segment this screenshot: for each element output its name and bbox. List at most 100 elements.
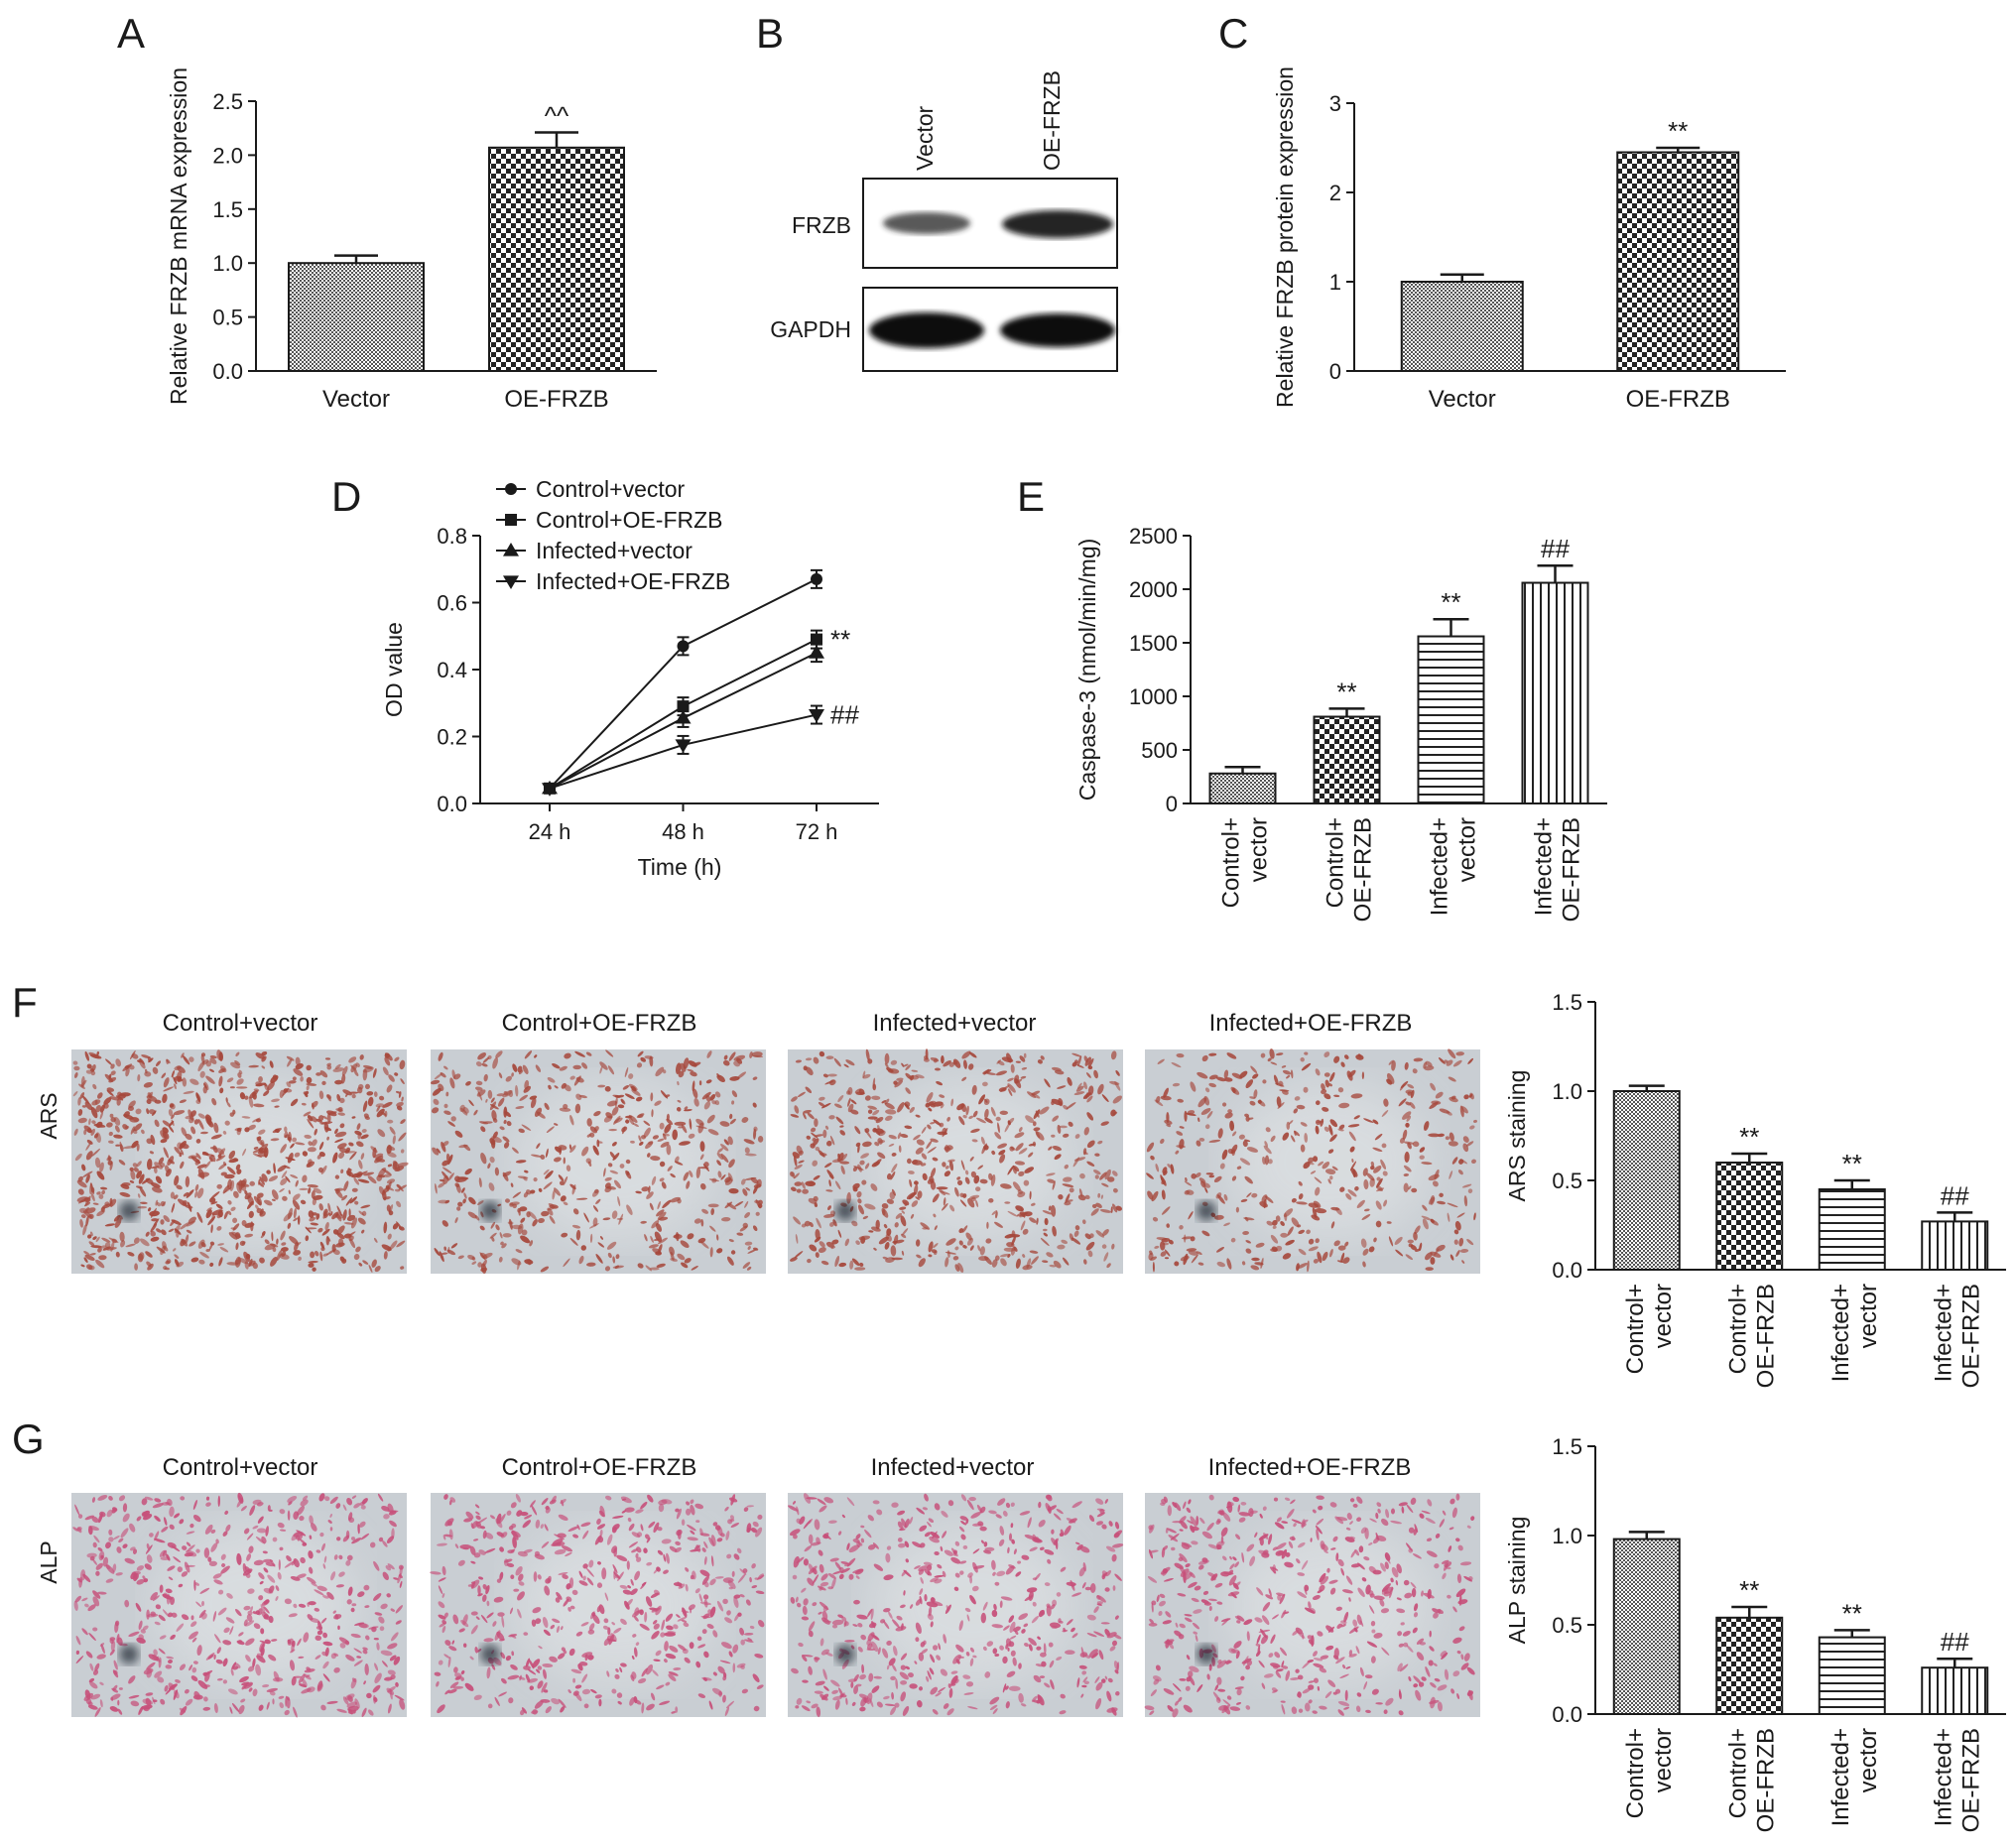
stained-cell <box>316 1154 322 1160</box>
stained-cell <box>89 1053 102 1059</box>
stained-cell <box>488 1182 495 1191</box>
stained-cell <box>480 1126 486 1133</box>
stained-cell <box>716 1234 719 1241</box>
stained-cell <box>491 1110 497 1121</box>
stained-cell <box>176 1229 180 1238</box>
stained-cell <box>544 1102 550 1110</box>
stained-cell <box>328 1212 331 1217</box>
stained-cell <box>290 1174 299 1179</box>
stained-cell <box>744 1153 757 1157</box>
legend-marker-infected-vector <box>503 543 519 556</box>
stained-cell <box>297 1215 301 1225</box>
stained-cell <box>197 1113 206 1119</box>
stained-cell <box>736 1232 744 1236</box>
stained-cell <box>534 1107 543 1117</box>
stained-cell <box>223 1186 232 1193</box>
stained-cell <box>313 1194 323 1200</box>
stained-cell <box>261 1065 266 1069</box>
stained-cell <box>176 1184 183 1190</box>
stained-cell <box>521 1229 528 1236</box>
stained-cell <box>86 1207 96 1214</box>
legend-label-control-vector: Control+vector <box>536 476 686 502</box>
stained-cell <box>699 1141 705 1152</box>
stained-cell <box>482 1259 487 1267</box>
stained-cell <box>154 1119 160 1128</box>
stained-cell <box>632 1123 639 1127</box>
d-y-tick-label: 0.2 <box>437 725 467 750</box>
stained-cell <box>258 1129 266 1135</box>
stained-cell <box>563 1175 568 1186</box>
stained-cell <box>637 1050 644 1057</box>
stained-cell <box>272 1128 282 1134</box>
stained-cell <box>160 1139 168 1144</box>
stained-cell <box>599 1061 608 1070</box>
stained-cell <box>171 1069 176 1078</box>
stained-cell <box>206 1207 212 1212</box>
stained-cell <box>81 1164 86 1171</box>
stained-cell <box>250 1221 254 1232</box>
d-y-axis-label: OD value <box>381 622 407 717</box>
stained-cell <box>755 1199 761 1209</box>
stained-cell <box>181 1127 188 1137</box>
stained-cell <box>549 1215 556 1224</box>
stained-cell <box>512 1191 522 1198</box>
stained-cell <box>604 1182 611 1189</box>
stained-cell <box>509 1202 514 1207</box>
stained-cell <box>661 1181 667 1189</box>
stained-cell <box>543 1169 550 1175</box>
stained-cell <box>242 1148 247 1157</box>
stained-cell <box>672 1129 679 1141</box>
stained-cell <box>388 1074 395 1082</box>
stained-cell <box>575 1076 584 1083</box>
micrograph-row-ars: F ARS Control+vector Control+OE-FRZB Inf… <box>12 979 1480 1275</box>
stained-cell <box>581 1146 589 1157</box>
stained-cell <box>711 1100 717 1105</box>
stained-cell <box>77 1109 83 1116</box>
stained-cell <box>432 1147 440 1156</box>
stained-cell <box>443 1103 448 1109</box>
stained-cell <box>92 1236 97 1240</box>
stained-cell <box>575 1197 588 1200</box>
stained-cell <box>226 1077 234 1083</box>
stained-cell <box>208 1068 215 1072</box>
stained-cell <box>173 1194 179 1200</box>
stained-cell <box>524 1170 529 1173</box>
c-y-tick-label: 3 <box>1329 91 1341 116</box>
stained-cell <box>151 1166 160 1170</box>
stained-cell <box>305 1227 317 1230</box>
stained-cell <box>387 1152 397 1158</box>
stained-cell <box>375 1103 384 1108</box>
stained-cell <box>129 1179 135 1183</box>
stained-cell <box>348 1056 357 1063</box>
stained-cell <box>691 1265 698 1271</box>
stained-cell <box>235 1242 239 1251</box>
stained-cell <box>89 1253 96 1256</box>
stained-cell <box>731 1090 738 1098</box>
stained-cell <box>231 1231 241 1238</box>
stained-cell <box>387 1164 393 1168</box>
a-y-tick-label: 0.0 <box>212 359 243 384</box>
stained-cell <box>474 1214 480 1221</box>
stained-cell <box>173 1110 186 1116</box>
stained-cell <box>512 1063 518 1072</box>
stained-cell <box>524 1079 530 1090</box>
stained-cell <box>147 1056 152 1062</box>
stained-cell <box>259 1176 265 1185</box>
stained-cell <box>115 1251 120 1258</box>
bar-oe-frzb <box>488 146 625 372</box>
stained-cell <box>545 1170 554 1179</box>
stained-cell <box>160 1556 171 1560</box>
stained-cell <box>400 1078 405 1085</box>
stained-cell <box>147 1263 154 1271</box>
stained-cell <box>322 1208 328 1217</box>
stained-cell <box>294 1152 301 1158</box>
stained-cell <box>199 1251 209 1259</box>
stained-cell <box>468 1099 474 1107</box>
stained-cell <box>195 1092 201 1102</box>
stained-cell <box>324 1127 332 1132</box>
stained-cell <box>170 1103 175 1108</box>
stained-cell <box>478 1177 482 1188</box>
stained-cell <box>189 1056 194 1062</box>
stained-cell <box>145 1251 153 1258</box>
